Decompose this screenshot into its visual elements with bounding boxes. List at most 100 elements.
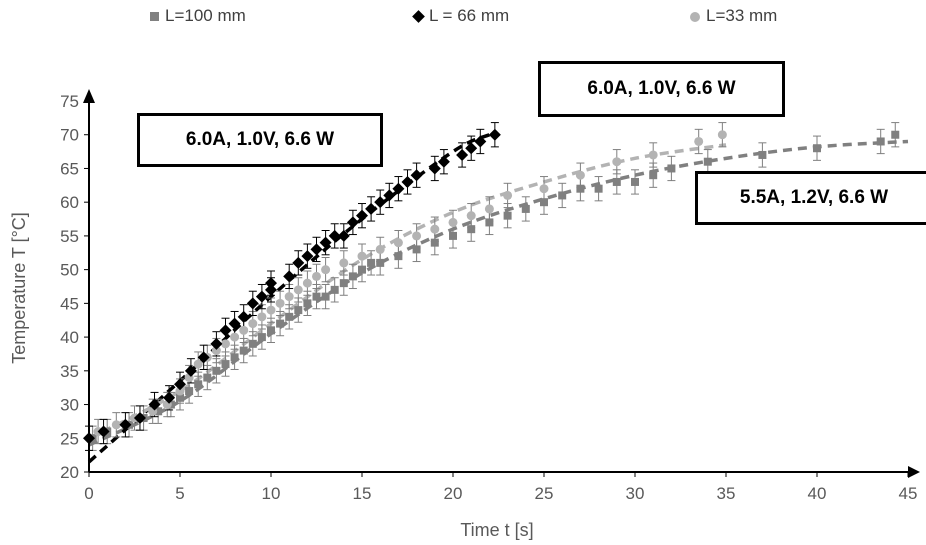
trend-line-0	[88, 139, 909, 447]
y-tick-label: 50	[60, 261, 79, 280]
y-tick-label: 25	[60, 429, 79, 448]
x-tick-label: 25	[535, 484, 554, 503]
data-point-square	[703, 157, 712, 166]
data-point-diamond	[392, 182, 405, 195]
data-point-square	[212, 366, 221, 375]
y-tick-label: 60	[60, 193, 79, 212]
data-point-square	[649, 171, 658, 180]
data-point-square	[876, 137, 885, 146]
axes: 0 5 10 15 20 25 30 35 40 45 20 25 30 35 40 45 50 55 60 65 70…	[60, 89, 920, 503]
data-point-square	[203, 373, 212, 382]
data-point-square	[367, 258, 376, 267]
annotation-box-l66: 6.0A, 1.0V, 6.6 W	[137, 113, 383, 167]
legend-label-l100: L=100 mm	[165, 6, 246, 25]
data-point-circle	[339, 258, 349, 268]
x-tick-label: 15	[353, 484, 372, 503]
y-tick-label: 20	[60, 463, 79, 482]
y-tick-label: 55	[60, 227, 79, 246]
data-point-diamond	[265, 277, 277, 290]
data-point-square	[485, 218, 494, 227]
y-tick-label: 45	[60, 294, 79, 313]
y-tick-label: 75	[60, 92, 79, 111]
y-tick-label: 70	[60, 126, 79, 145]
data-point-square	[612, 177, 621, 186]
data-point-square	[154, 407, 163, 416]
data-point-square	[194, 380, 203, 389]
data-point-circle	[111, 420, 121, 430]
data-point-diamond	[356, 209, 368, 222]
data-point-diamond	[119, 418, 132, 431]
data-point-square	[312, 292, 321, 301]
data-point-circle	[357, 251, 367, 261]
data-point-diamond	[197, 351, 210, 364]
data-point-diamond	[456, 148, 469, 161]
y-tick-label: 40	[60, 328, 79, 347]
data-point-square	[348, 272, 357, 281]
data-point-square	[576, 184, 585, 193]
data-point-circle	[393, 238, 403, 248]
data-point-square	[230, 353, 239, 362]
data-point-circle	[275, 298, 285, 308]
data-point-diamond	[465, 142, 478, 155]
data-point-square	[394, 252, 403, 261]
data-point-diamond	[219, 324, 232, 337]
data-point-square	[176, 393, 184, 402]
data-point-circle	[293, 285, 303, 295]
data-point-square	[594, 184, 603, 193]
data-point-circle	[648, 150, 658, 160]
y-tick-label: 30	[60, 396, 79, 415]
data-point-diamond	[163, 391, 176, 404]
data-point-diamond	[265, 283, 277, 296]
annotation-text: 5.5A, 1.2V, 6.6 W	[739, 187, 889, 208]
data-point-circle	[239, 325, 249, 335]
data-point-circle	[284, 292, 294, 302]
data-point-square	[330, 285, 339, 294]
data-point-circle	[221, 339, 230, 349]
data-point-square	[303, 299, 312, 308]
data-point-square	[558, 191, 567, 200]
data-point-square	[358, 265, 366, 274]
data-point-diamond	[365, 202, 378, 215]
annotation-text: 6.0A, 1.0V, 6.6 W	[185, 129, 335, 150]
annotation-box-l100: 5.5A, 1.2V, 6.6 W	[695, 171, 926, 225]
data-point-diamond	[337, 229, 350, 242]
data-point-diamond	[401, 175, 414, 188]
data-point-circle	[375, 244, 385, 254]
data-point-square	[467, 225, 476, 234]
data-point-square	[185, 387, 194, 396]
data-point-diamond	[328, 229, 341, 242]
data-point-diamond	[174, 378, 186, 391]
data-point-diamond	[437, 155, 450, 168]
data-point-square	[267, 326, 275, 335]
data-point-square	[631, 177, 639, 186]
data-point-diamond	[383, 189, 396, 202]
x-tick-label: 5	[175, 484, 184, 503]
data-point-circle	[175, 386, 185, 396]
x-tick-label: 40	[808, 484, 827, 503]
data-point-diamond	[319, 236, 332, 249]
data-point-circle	[575, 170, 585, 180]
data-point-diamond	[283, 270, 296, 283]
legend-label-l33: L=33 mm	[706, 6, 778, 25]
data-point-circle	[694, 136, 704, 146]
data-point-circle	[312, 271, 321, 281]
legend-item-l100: L=100 mm	[150, 6, 246, 26]
data-point-square	[376, 258, 385, 267]
data-point-diamond	[474, 135, 487, 148]
data-markers	[83, 128, 900, 445]
data-point-diamond	[374, 196, 387, 209]
data-point-square	[321, 292, 330, 301]
data-point-circle	[321, 265, 331, 275]
data-point-circle	[430, 224, 440, 234]
x-axis-arrowhead	[908, 466, 920, 478]
data-point-diamond	[184, 364, 197, 377]
data-point-square	[276, 319, 285, 328]
data-point-square	[430, 238, 439, 247]
data-point-circle	[539, 184, 549, 194]
data-point-circle	[230, 332, 240, 342]
data-point-square	[248, 339, 257, 348]
data-point-square	[412, 245, 421, 254]
legend-item-l66: L = 66 mm	[412, 6, 509, 26]
data-point-diamond	[301, 250, 314, 263]
data-point-circle	[193, 359, 203, 369]
